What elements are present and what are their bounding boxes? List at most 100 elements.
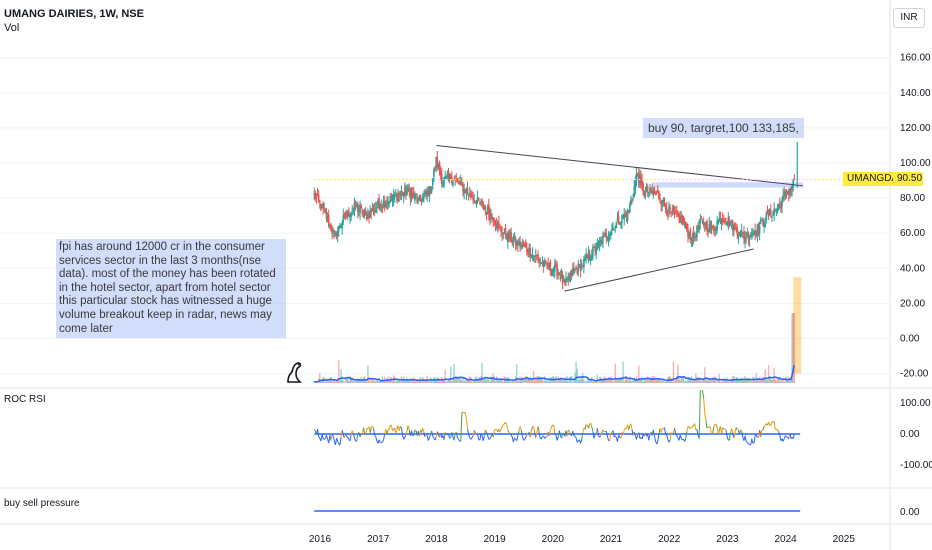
volume-bar (549, 377, 552, 383)
rsi-segment (448, 433, 451, 439)
candle-body (673, 212, 676, 214)
candle-body (432, 178, 434, 186)
rsi-segment (480, 433, 483, 436)
price-tick-label: 80.00 (900, 193, 925, 204)
volume-bar (631, 381, 633, 383)
rsi-segment (582, 427, 585, 433)
volume-bar (427, 379, 430, 383)
volume-bar (624, 376, 627, 383)
candle-body (759, 219, 762, 224)
volume-bars (313, 313, 796, 383)
candles[interactable] (313, 141, 798, 290)
candle-body (493, 224, 496, 226)
pressure-pane-label[interactable]: buy sell pressure (4, 498, 80, 509)
candle-body (407, 187, 409, 191)
volume-bar (540, 377, 543, 383)
volume-bar (602, 378, 604, 383)
volume-bar (686, 380, 688, 383)
volume-bar (530, 378, 533, 383)
candle-body (785, 191, 788, 195)
volume-bar (775, 380, 778, 383)
volume-bar (345, 378, 348, 383)
candle-body (400, 192, 403, 195)
rsi-segment (468, 434, 471, 439)
candle-body (715, 229, 717, 231)
candle-body (764, 222, 767, 228)
rsi-segment (400, 427, 404, 436)
candle-body (426, 190, 429, 196)
volume-bar (595, 380, 597, 383)
price-tick-label: 160.00 (900, 53, 931, 64)
volume-bar (692, 378, 695, 383)
rsi-segment (746, 441, 749, 445)
candle-body (564, 279, 566, 283)
analysis-note[interactable]: fpi has around 12000 cr in the consumer … (56, 239, 286, 339)
price-tick-label: 120.00 (900, 123, 931, 134)
price-axis-labels[interactable]: 160.00 140.00 120.00 100.00 80.00 60.00 40.00 2… (900, 53, 932, 518)
resistance-zone[interactable] (651, 182, 804, 188)
time-axis-labels[interactable]: 2016 2017 2018 2019 2020 2021 2022 2023 2024 2025 (309, 534, 855, 545)
trendlines[interactable] (436, 144, 804, 292)
candle-body (710, 225, 713, 232)
rsi-segment (449, 436, 452, 439)
candle-body (327, 214, 330, 226)
volume-bar (582, 372, 584, 383)
volume-bar (790, 380, 792, 383)
volume-bar (715, 379, 717, 383)
candle-body (762, 218, 764, 226)
candle-body (320, 204, 322, 211)
volume-spike-highlight[interactable] (793, 277, 802, 374)
volume-bar (369, 381, 371, 383)
candle-body (433, 168, 435, 177)
candle-body (567, 279, 570, 281)
volume-bar (454, 377, 456, 383)
volume-bar (727, 380, 729, 383)
volume-bar (594, 380, 596, 383)
candle-body (771, 216, 773, 218)
volume-bar (444, 369, 446, 383)
candle-body (351, 211, 354, 213)
volume-bar (541, 377, 544, 383)
candle-body (774, 208, 777, 210)
rsi-segment (392, 428, 395, 432)
volume-bar (728, 381, 731, 383)
candle-body (630, 199, 632, 205)
rsi-pane-label[interactable]: ROC RSI (4, 394, 46, 405)
rsi-tick-label: 100.00 (900, 398, 931, 409)
volume-bar (685, 380, 687, 383)
candle-body (361, 210, 364, 215)
volume-bar (645, 377, 648, 383)
volume-bar (319, 372, 321, 383)
volume-bar (588, 378, 591, 383)
rsi-segment (553, 425, 556, 434)
candle-body (668, 206, 670, 213)
rsi-segment (686, 426, 689, 432)
volume-bar (747, 377, 750, 383)
candle-body (626, 209, 629, 221)
rsi-segment (336, 438, 339, 442)
candle-body (527, 251, 529, 254)
rsi-segment (489, 436, 492, 440)
candle-body (358, 210, 360, 212)
rsi-segment (763, 424, 766, 427)
volume-bar (676, 376, 678, 383)
volume-label[interactable]: Vol (4, 22, 20, 34)
time-tick-label: 2018 (425, 534, 448, 545)
chart-title[interactable]: UMANG DAIRIES, 1W, NSE (4, 8, 144, 20)
rsi-segment (395, 428, 398, 434)
target-callout[interactable]: buy 90, targret,100 133,185, (643, 118, 804, 138)
currency-badge[interactable]: INR (893, 8, 925, 28)
candle-body (621, 215, 623, 223)
candle-body (766, 210, 769, 214)
tradingview-logo-icon[interactable] (284, 360, 304, 384)
rsi-segment (444, 432, 447, 434)
rsi-segment (322, 438, 325, 440)
rsi-segment (351, 430, 354, 434)
rsi-segment (554, 432, 557, 436)
rsi-segment (731, 428, 734, 433)
rsi-segment (778, 431, 781, 436)
candle-body (792, 179, 795, 187)
volume-bar (544, 376, 546, 383)
candle-body (784, 191, 787, 197)
